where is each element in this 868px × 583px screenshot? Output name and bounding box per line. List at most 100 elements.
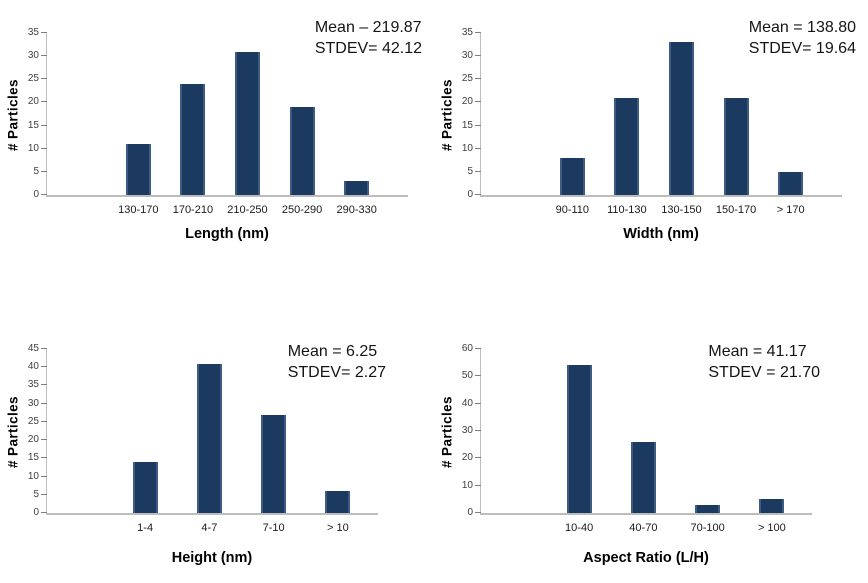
bar [614,97,640,195]
y-tick-label: 25 [27,73,39,85]
y-tick-label: 5 [33,488,39,500]
x-tick-label: 7-10 [262,522,285,534]
y-tick-mark [41,402,47,404]
y-tick-mark [41,512,47,513]
stats-annotation: Mean = 41.17 STDEV = 21.70 [708,341,820,383]
x-axis-title: Aspect Ratio (L/H) [583,550,709,566]
plot-area: 0 5 10 15 20 25 30 35 90-110 110-130 130-150 150-17… [462,28,842,216]
y-tick-mark [41,124,47,126]
x-tick-label: 150-170 [715,204,757,216]
y-tick-mark [41,348,47,349]
plot-area: 0 5 10 15 20 25 30 35 130-170 170-210 210-250 250-2… [28,28,408,216]
bar [196,363,222,513]
y-tick-label: 10 [461,479,473,491]
y-tick-label: 30 [27,50,39,62]
y-tick-label: 20 [27,96,39,108]
y-tick-label: 60 [461,343,473,354]
y-tick-label: 0 [33,507,39,518]
bar [289,107,315,195]
y-tick-label: 0 [467,507,473,518]
y-tick-mark [475,194,481,195]
bar-slot: 250-290 [275,33,330,216]
x-tick-label: 250-290 [281,204,323,216]
chart-length: # Particles Mean – 219.87 STDEV= 42.12 0… [0,0,434,268]
y-tick-mark [41,101,47,103]
bar [559,157,585,195]
y-tick-label: 20 [461,452,473,464]
x-tick-label: 110-130 [607,204,647,216]
y-tick-label: 10 [461,142,473,154]
x-tick-label: 90-110 [555,204,590,216]
y-tick-label: 5 [467,165,473,177]
y-tick-mark [475,430,481,431]
y-tick-label: 0 [33,189,39,200]
x-tick-label: 130-150 [661,204,702,216]
bar-series: 10-40 40-70 70-100 > 100 [481,349,812,534]
x-axis-title: Height (nm) [171,550,253,566]
x-tick-label: 10-40 [565,522,594,534]
bar-series: 1-4 4-7 7-10 > 10 [47,349,378,534]
bar-slot: 150-170 [709,33,764,216]
bar-slot: > 100 [740,349,804,534]
y-tick-mark [41,147,47,149]
y-tick-label: 20 [461,96,473,108]
bar-slot: 4-7 [177,349,241,534]
x-tick-label: 1-4 [137,522,154,534]
bar [668,42,694,195]
bar [344,181,370,195]
x-tick-label: 40-70 [629,522,658,534]
y-tick-mark [41,384,47,386]
bar [125,144,151,195]
y-tick-label: 10 [27,142,39,154]
y-tick-mark [41,493,47,495]
y-tick-mark [475,348,481,349]
y-tick-mark [41,439,47,441]
y-tick-mark [41,475,47,477]
bar-slot: 290-330 [329,33,384,216]
mean-value: Mean = 6.25 [287,343,378,360]
y-tick-label: 45 [27,343,39,354]
bar-slot: 130-150 [654,33,709,216]
x-tick-label: > 10 [327,522,349,534]
bar [759,499,785,513]
x-tick-label: 210-250 [227,204,268,216]
bar-slot: 7-10 [242,349,306,534]
y-tick-mark [41,78,47,80]
y-tick-mark [41,170,47,172]
y-tick-label: 30 [461,425,473,436]
bar [630,441,656,513]
stdev-value: STDEV = 21.70 [708,364,820,381]
y-tick-mark [475,55,481,57]
bar [180,83,206,195]
y-tick-label: 30 [461,50,473,62]
y-tick-label: 20 [27,434,39,446]
chart-height: # Particles Mean = 6.25 STDEV= 2.27 0 5 10… [0,268,434,583]
x-tick-label: 130-170 [118,204,159,216]
y-tick-mark [475,147,481,149]
y-tick-mark [475,375,481,377]
y-tick-label: 50 [461,370,473,382]
y-tick-mark [475,512,481,513]
y-tick-mark [41,55,47,57]
bar [234,51,260,195]
bar-slot: 130-170 [111,33,166,216]
bar [325,491,351,513]
bar-slot: 40-70 [611,349,675,534]
y-tick-mark [475,32,481,33]
bar [566,365,592,513]
x-axis-title: Width (nm) [623,226,699,242]
stdev-value: STDEV= 2.27 [287,364,386,381]
bar-slot: > 170 [763,33,818,216]
plot-area: 0 5 10 15 20 25 30 35 40 45 1-4 4-7 7-10 > 10 [28,344,378,534]
y-tick-label: 35 [27,27,39,38]
bar-series: 90-110 110-130 130-150 150-170 > 170 [481,33,842,216]
y-tick-label: 35 [461,27,473,38]
bar-slot: 70-100 [676,349,740,534]
chart-aspect-ratio: # Particles Mean = 41.17 STDEV = 21.70 0… [434,268,868,583]
y-tick-label: 25 [461,73,473,85]
bar [695,504,721,513]
y-tick-mark [475,402,481,404]
y-tick-mark [41,457,47,459]
y-tick-mark [41,194,47,195]
